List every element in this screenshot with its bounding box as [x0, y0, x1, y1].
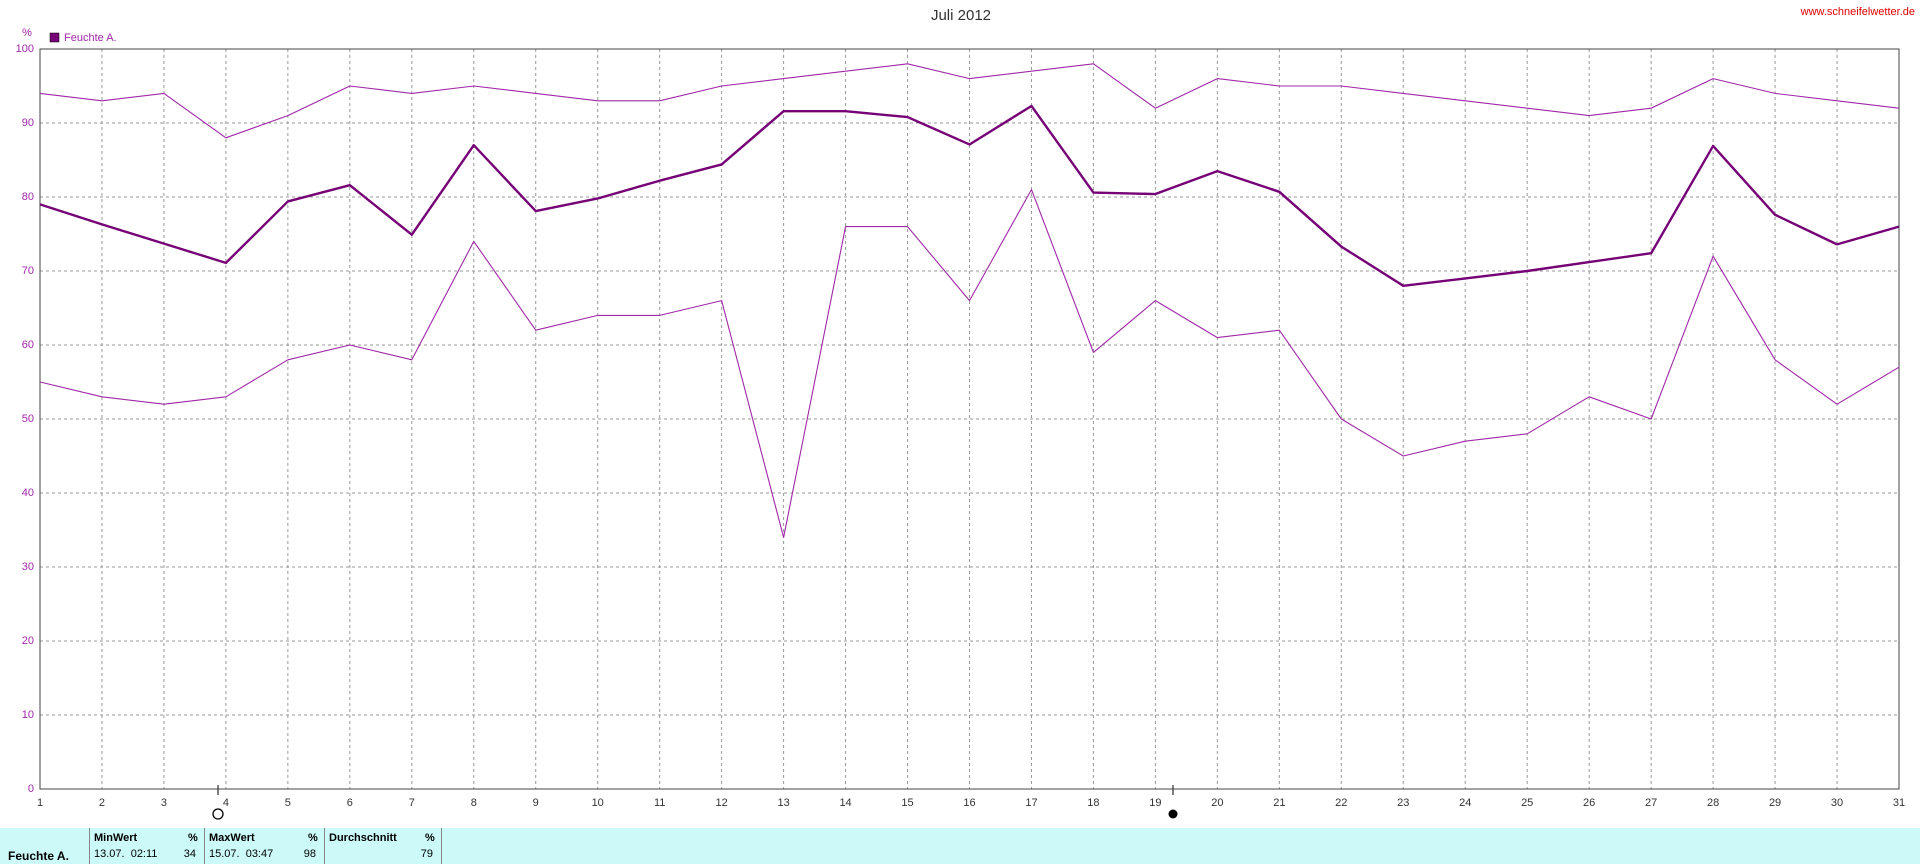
x-tick-label: 24 — [1459, 797, 1471, 809]
table-end — [441, 828, 442, 864]
x-tick-label: 21 — [1273, 797, 1285, 809]
row-label: Feuchte A. — [8, 849, 69, 863]
legend-label: Feuchte A. — [64, 32, 117, 44]
x-tick-label: 12 — [716, 797, 728, 809]
column-cell — [324, 828, 442, 864]
watermark: www.schneifelwetter.de — [1800, 6, 1915, 18]
column-header: MaxWert — [209, 832, 255, 844]
x-tick-label: 14 — [839, 797, 851, 809]
column-header: Durchschnitt — [329, 832, 397, 844]
x-tick-label: 25 — [1521, 797, 1533, 809]
x-tick-label: 10 — [592, 797, 604, 809]
x-tick-label: 2 — [99, 797, 105, 809]
x-tick-label: 31 — [1893, 797, 1905, 809]
x-tick-label: 15 — [901, 797, 913, 809]
column-cell — [89, 828, 205, 864]
chart: Juli 2012 www.schneifelwetter.de % 0 10 20… — [16, 6, 1915, 820]
x-tick-label: 30 — [1831, 797, 1843, 809]
y-tick-label: 50 — [22, 413, 34, 425]
x-tick-label: 6 — [347, 797, 353, 809]
y-tick-label: 70 — [22, 265, 34, 277]
y-axis-label: % — [22, 27, 32, 39]
y-tick-label: 60 — [22, 339, 34, 351]
y-tick-label: 20 — [22, 635, 34, 647]
moon-new — [1168, 809, 1178, 819]
summary-table: Feuchte A. MinWert% 13.07. 02:11 34 MaxWert%… — [0, 828, 1920, 864]
x-tick-label: 22 — [1335, 797, 1347, 809]
data-line — [39, 189, 1900, 538]
legend-swatch — [49, 32, 60, 43]
x-tick-label: 23 — [1397, 797, 1409, 809]
x-tick-label: 13 — [777, 797, 789, 809]
y-tick-label: 90 — [22, 117, 34, 129]
x-tick-label: 19 — [1149, 797, 1161, 809]
column-time: 13.07. 02:11 — [94, 848, 158, 860]
data-line — [39, 104, 1900, 287]
y-tick-label: 80 — [22, 191, 34, 203]
x-tick-label: 27 — [1645, 797, 1657, 809]
chart-title: Juli 2012 — [931, 7, 991, 24]
x-tick-label: 20 — [1211, 797, 1223, 809]
x-tick-label: 1 — [37, 797, 43, 809]
x-tick-label: 7 — [409, 797, 415, 809]
x-tick-label: 8 — [471, 797, 477, 809]
data-line — [39, 63, 1900, 139]
x-tick-label: 4 — [223, 797, 229, 809]
column-unit: % — [425, 832, 435, 844]
x-tick-label: 5 — [285, 797, 291, 809]
y-tick-label: 40 — [22, 487, 34, 499]
y-tick-label: 100 — [16, 43, 34, 55]
column-time: 15.07. 03:47 — [209, 848, 274, 860]
x-tick-label: 26 — [1583, 797, 1595, 809]
column-header: MinWert — [94, 832, 138, 844]
column-value: 98 — [303, 848, 316, 860]
x-tick-label: 3 — [161, 797, 167, 809]
y-tick-label: 0 — [28, 783, 34, 795]
y-tick-label: 30 — [22, 561, 34, 573]
column-value: 79 — [420, 848, 433, 860]
column-value: 34 — [183, 848, 196, 860]
column-unit: % — [308, 832, 318, 844]
x-tick-label: 29 — [1769, 797, 1781, 809]
x-tick-label: 17 — [1025, 797, 1037, 809]
y-tick-label: 10 — [22, 709, 34, 721]
x-tick-label: 16 — [963, 797, 975, 809]
x-tick-label: 11 — [654, 797, 665, 809]
plot-frame — [39, 48, 1900, 790]
moon-full — [212, 808, 224, 820]
x-tick-label: 28 — [1707, 797, 1719, 809]
x-tick-label: 9 — [533, 797, 539, 809]
x-tick-label: 18 — [1087, 797, 1099, 809]
column-cell — [204, 828, 325, 864]
column-unit: % — [188, 832, 198, 844]
